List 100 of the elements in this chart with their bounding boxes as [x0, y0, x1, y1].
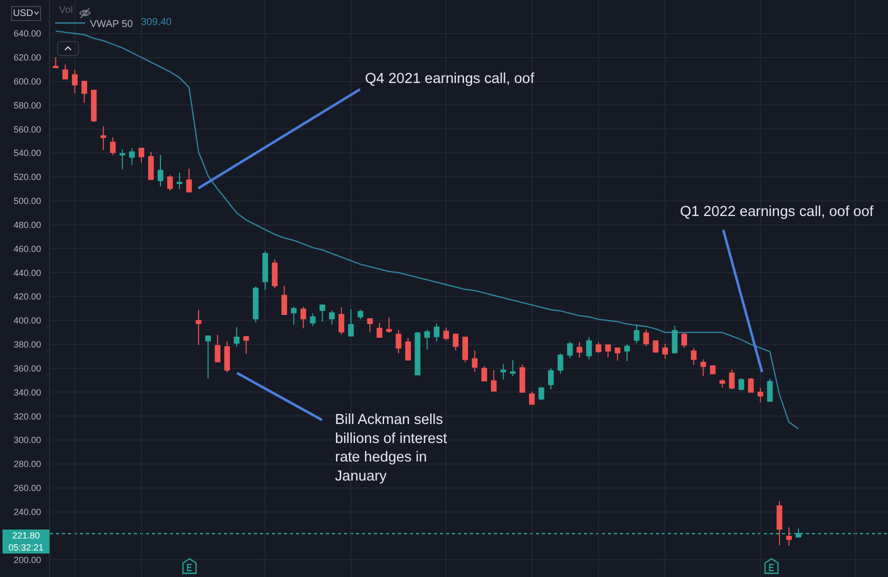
y-tick-label: 260.00 [14, 483, 42, 494]
y-tick-label: 400.00 [14, 316, 42, 326]
candlestick [52, 56, 59, 69]
candlestick [652, 340, 658, 353]
candlestick [586, 336, 592, 360]
candlestick [358, 309, 364, 320]
candlestick [728, 369, 735, 390]
candlestick [719, 378, 726, 388]
candlestick [234, 326, 240, 348]
candlestick [205, 336, 211, 379]
candlestick [120, 148, 126, 170]
y-tick-label: 540.00 [14, 148, 42, 158]
candlestick [167, 174, 173, 192]
candlestick [405, 337, 411, 360]
y-tick-label: 560.00 [14, 124, 42, 134]
candlestick [290, 306, 297, 326]
candlestick [643, 328, 649, 347]
y-tick-label: 520.00 [14, 172, 42, 182]
candlestick [538, 386, 544, 401]
y-tick-label: 500.00 [14, 196, 42, 206]
candlestick [490, 370, 497, 392]
text: 05:32:21 [8, 542, 44, 552]
candlestick [624, 344, 630, 362]
candlestick [500, 364, 506, 380]
line-series [55, 30, 800, 430]
y-tick-label: 340.00 [14, 387, 42, 398]
candlestick [148, 151, 154, 180]
y-tick-label: 280.00 [14, 459, 42, 470]
candlestick [262, 250, 268, 290]
candlestick [243, 336, 249, 354]
candlestick [281, 285, 288, 316]
candlestick [338, 306, 344, 335]
y-tick-label: 580.00 [14, 100, 42, 110]
candlestick [320, 304, 326, 322]
y-axis-title: USD [13, 8, 34, 19]
candlestick [548, 368, 554, 390]
annotation: Bill Ackman sells billions of interest rate hedges in January [335, 412, 448, 485]
candlestick [81, 80, 88, 104]
candlestick [348, 308, 354, 337]
candlestick [519, 364, 526, 393]
y-tick-label: 360.00 [14, 363, 42, 374]
y-tick-label: 640.00 [14, 28, 42, 39]
candlestick [462, 336, 468, 363]
candlestick [481, 365, 488, 382]
candlestick [214, 334, 220, 363]
candlestick [376, 322, 382, 338]
y-tick-label: 380.00 [14, 340, 42, 350]
candlestick [272, 259, 278, 289]
annotation: Q4 2021 earnings call, oof [365, 71, 536, 87]
candlestick [510, 359, 516, 377]
candlestick [100, 126, 106, 151]
candlestick [129, 148, 135, 166]
candlestick [767, 378, 773, 402]
candlestick [558, 352, 564, 374]
candlestick [605, 344, 611, 358]
candlestick [614, 347, 620, 362]
candlestick [62, 64, 68, 80]
candlestick [634, 324, 640, 344]
y-tick-label: 600.00 [14, 76, 42, 86]
candlestick [700, 358, 706, 377]
candlestick [710, 365, 716, 374]
candlestick [158, 154, 164, 188]
legend-label: VWAP 50 [90, 18, 134, 30]
candlestick [176, 172, 182, 190]
candlestick [252, 286, 259, 323]
candlestick [786, 526, 792, 546]
candlestick [90, 89, 97, 122]
candlestick [529, 391, 535, 406]
annotation: Vol [59, 5, 73, 16]
candlestick [434, 322, 440, 342]
candlestick [576, 342, 582, 358]
candlestick [681, 332, 688, 348]
candlestick [662, 343, 668, 360]
candlestick [300, 306, 306, 329]
candlestick [758, 388, 764, 403]
candlestick [329, 310, 335, 326]
candlestick [196, 309, 202, 346]
candlestick [424, 330, 430, 350]
candlestick [596, 342, 602, 354]
y-tick-label: 420.00 [14, 292, 42, 302]
candlestick [367, 318, 373, 332]
annotation: 309.40 [141, 17, 172, 28]
candlestick [310, 312, 316, 326]
candlestick [396, 330, 402, 354]
candlestick [186, 168, 192, 194]
candlestick [452, 333, 458, 351]
y-tick-label: 320.00 [14, 411, 42, 422]
candlestick [738, 378, 744, 391]
candlestick [414, 331, 420, 376]
candlestick [776, 500, 782, 546]
y-tick-label: 620.00 [14, 52, 42, 63]
candlestick [748, 377, 754, 393]
y-tick-label: 200.00 [14, 554, 42, 565]
y-tick-label: 480.00 [14, 220, 42, 230]
candlestick [224, 340, 230, 374]
candlestick [567, 342, 573, 359]
candlestick [443, 327, 449, 341]
candlestick [138, 148, 144, 164]
candlestick [672, 325, 678, 354]
annotation: Q1 2022 earnings call, oof oof [680, 204, 874, 220]
